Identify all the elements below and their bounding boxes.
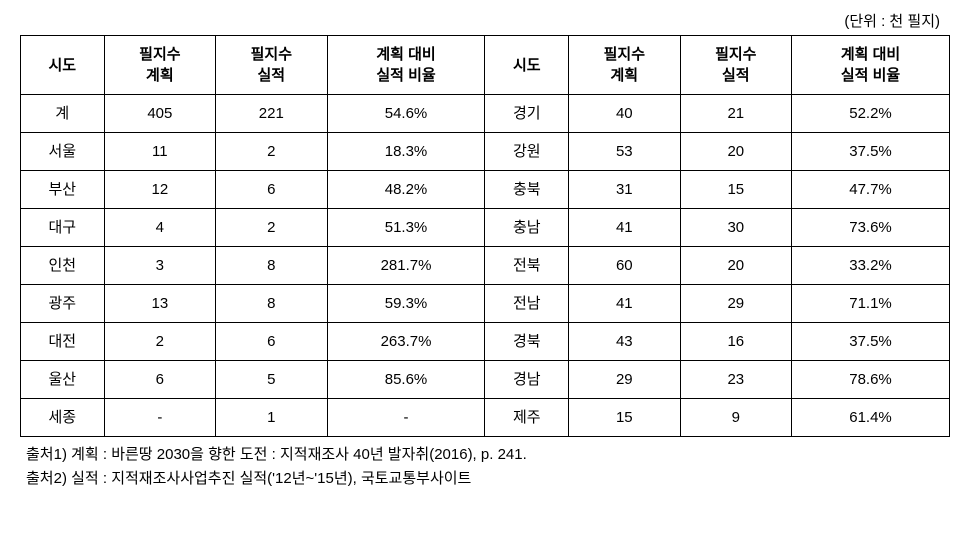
th-ratio-left: 계획 대비실적 비율 xyxy=(327,36,485,95)
table-row: 대구4251.3%충남413073.6% xyxy=(21,209,950,247)
cell-plan: 41 xyxy=(569,285,680,323)
cell-sido: 대구 xyxy=(21,209,105,247)
cell-plan: 15 xyxy=(569,399,680,437)
cell-plan: 53 xyxy=(569,133,680,171)
cell-plan: - xyxy=(104,399,215,437)
cell-sido: 전북 xyxy=(485,247,569,285)
cell-ratio: 37.5% xyxy=(792,323,950,361)
cell-sido: 경북 xyxy=(485,323,569,361)
cell-actual: 6 xyxy=(216,323,327,361)
cell-sido: 제주 xyxy=(485,399,569,437)
table-row: 서울11218.3%강원532037.5% xyxy=(21,133,950,171)
cell-ratio: 281.7% xyxy=(327,247,485,285)
cell-sido: 충북 xyxy=(485,171,569,209)
cell-plan: 11 xyxy=(104,133,215,171)
cell-ratio: 52.2% xyxy=(792,95,950,133)
cell-sido: 인천 xyxy=(21,247,105,285)
cell-plan: 4 xyxy=(104,209,215,247)
cell-sido: 전남 xyxy=(485,285,569,323)
cell-plan: 6 xyxy=(104,361,215,399)
th-ratio-right: 계획 대비실적 비율 xyxy=(792,36,950,95)
table-row: 세종-1-제주15961.4% xyxy=(21,399,950,437)
cell-sido: 울산 xyxy=(21,361,105,399)
table-header-row: 시도 필지수계획 필지수실적 계획 대비실적 비율 시도 필지수계획 필지수실적… xyxy=(21,36,950,95)
cell-actual: 221 xyxy=(216,95,327,133)
cell-plan: 43 xyxy=(569,323,680,361)
cell-plan: 41 xyxy=(569,209,680,247)
cell-plan: 3 xyxy=(104,247,215,285)
cell-sido: 서울 xyxy=(21,133,105,171)
cell-plan: 13 xyxy=(104,285,215,323)
th-sido-left: 시도 xyxy=(21,36,105,95)
cell-actual: 15 xyxy=(680,171,791,209)
cell-plan: 405 xyxy=(104,95,215,133)
cell-ratio: - xyxy=(327,399,485,437)
cell-plan: 40 xyxy=(569,95,680,133)
cell-actual: 8 xyxy=(216,247,327,285)
table-row: 광주13859.3%전남412971.1% xyxy=(21,285,950,323)
cell-ratio: 48.2% xyxy=(327,171,485,209)
cell-actual: 16 xyxy=(680,323,791,361)
th-plan-left: 필지수계획 xyxy=(104,36,215,95)
cell-sido: 충남 xyxy=(485,209,569,247)
cell-ratio: 71.1% xyxy=(792,285,950,323)
table-body: 계40522154.6%경기402152.2%서울11218.3%강원53203… xyxy=(21,95,950,437)
table-row: 부산12648.2%충북311547.7% xyxy=(21,171,950,209)
footnote-1: 출처1) 계획 : 바른땅 2030을 향한 도전 : 지적재조사 40년 발자… xyxy=(26,443,950,467)
table-row: 대전26263.7%경북431637.5% xyxy=(21,323,950,361)
cell-ratio: 47.7% xyxy=(792,171,950,209)
table-row: 인천38281.7%전북602033.2% xyxy=(21,247,950,285)
cell-ratio: 51.3% xyxy=(327,209,485,247)
footnote-2: 출처2) 실적 : 지적재조사사업추진 실적('12년~'15년), 국토교통부… xyxy=(26,467,950,491)
cell-ratio: 18.3% xyxy=(327,133,485,171)
cell-actual: 2 xyxy=(216,209,327,247)
th-actual-right: 필지수실적 xyxy=(680,36,791,95)
cell-sido: 부산 xyxy=(21,171,105,209)
cell-plan: 2 xyxy=(104,323,215,361)
cell-ratio: 59.3% xyxy=(327,285,485,323)
cell-actual: 20 xyxy=(680,133,791,171)
cell-actual: 21 xyxy=(680,95,791,133)
cell-actual: 30 xyxy=(680,209,791,247)
cell-sido: 대전 xyxy=(21,323,105,361)
cell-actual: 23 xyxy=(680,361,791,399)
cell-actual: 5 xyxy=(216,361,327,399)
cell-sido: 경기 xyxy=(485,95,569,133)
unit-label: (단위 : 천 필지) xyxy=(20,10,950,31)
cell-ratio: 37.5% xyxy=(792,133,950,171)
data-table: 시도 필지수계획 필지수실적 계획 대비실적 비율 시도 필지수계획 필지수실적… xyxy=(20,35,950,437)
cell-ratio: 73.6% xyxy=(792,209,950,247)
th-actual-left: 필지수실적 xyxy=(216,36,327,95)
th-sido-right: 시도 xyxy=(485,36,569,95)
cell-sido: 강원 xyxy=(485,133,569,171)
cell-sido: 광주 xyxy=(21,285,105,323)
cell-actual: 8 xyxy=(216,285,327,323)
cell-sido: 세종 xyxy=(21,399,105,437)
cell-ratio: 54.6% xyxy=(327,95,485,133)
cell-plan: 29 xyxy=(569,361,680,399)
cell-plan: 60 xyxy=(569,247,680,285)
cell-ratio: 78.6% xyxy=(792,361,950,399)
cell-actual: 9 xyxy=(680,399,791,437)
cell-ratio: 61.4% xyxy=(792,399,950,437)
cell-ratio: 263.7% xyxy=(327,323,485,361)
cell-actual: 29 xyxy=(680,285,791,323)
cell-plan: 31 xyxy=(569,171,680,209)
cell-ratio: 85.6% xyxy=(327,361,485,399)
cell-sido: 계 xyxy=(21,95,105,133)
th-plan-right: 필지수계획 xyxy=(569,36,680,95)
cell-actual: 6 xyxy=(216,171,327,209)
footnotes: 출처1) 계획 : 바른땅 2030을 향한 도전 : 지적재조사 40년 발자… xyxy=(20,443,950,491)
cell-actual: 1 xyxy=(216,399,327,437)
cell-plan: 12 xyxy=(104,171,215,209)
cell-ratio: 33.2% xyxy=(792,247,950,285)
cell-sido: 경남 xyxy=(485,361,569,399)
table-row: 울산6585.6%경남292378.6% xyxy=(21,361,950,399)
cell-actual: 20 xyxy=(680,247,791,285)
cell-actual: 2 xyxy=(216,133,327,171)
table-row: 계40522154.6%경기402152.2% xyxy=(21,95,950,133)
